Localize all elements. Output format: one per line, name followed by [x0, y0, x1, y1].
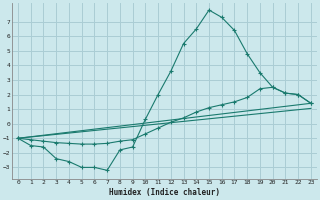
X-axis label: Humidex (Indice chaleur): Humidex (Indice chaleur) [109, 188, 220, 197]
